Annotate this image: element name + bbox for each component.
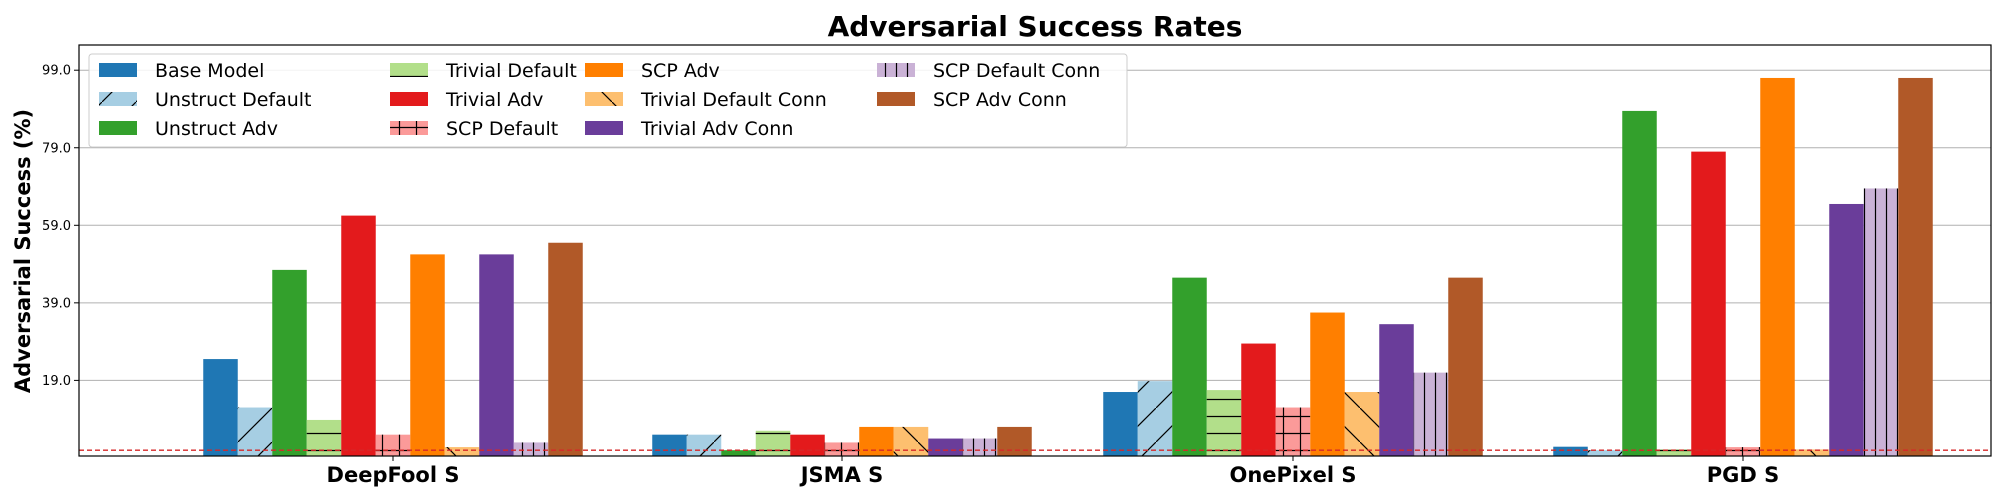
legend: Base Model Unstruct Default Unstruct Adv Tr…	[88, 53, 1128, 148]
bar	[1760, 77, 1795, 456]
bar	[410, 254, 445, 456]
bar-hatch	[1344, 392, 1380, 456]
legend-label: Trivial Adv Conn	[640, 118, 793, 140]
bar-hatch	[1587, 450, 1623, 456]
bar-hatch	[962, 438, 998, 456]
bar-hatch	[1656, 449, 1692, 456]
legend-swatch	[390, 92, 428, 106]
legend-swatch-hatch	[99, 92, 137, 106]
bar	[272, 269, 307, 456]
legend-label: Unstruct Default	[155, 89, 312, 111]
bar	[1172, 277, 1207, 456]
bar-hatch	[1794, 449, 1830, 456]
bar-hatch	[755, 430, 791, 456]
x-tick-label: DeepFool S	[327, 463, 460, 487]
legend-swatch-hatch	[390, 63, 428, 77]
legend-swatch	[585, 121, 623, 135]
bar-hatch	[513, 442, 549, 456]
bar	[1448, 277, 1483, 456]
y-tick-label: 59.0	[42, 219, 71, 234]
bar	[1103, 392, 1138, 456]
y-tick-label: 19.0	[42, 374, 71, 389]
y-tick-label: 39.0	[42, 296, 71, 311]
legend-swatch	[585, 63, 623, 77]
bar	[928, 438, 963, 456]
x-ticks: DeepFool S JSMA S OnePixel S PGD S	[327, 456, 1780, 487]
bar-hatch	[686, 434, 722, 456]
bar	[652, 434, 687, 456]
bar-hatch	[237, 407, 273, 456]
legend-swatch	[99, 121, 137, 135]
legend-label: SCP Default	[446, 118, 558, 140]
bar	[859, 426, 894, 456]
legend-label: SCP Default Conn	[933, 60, 1100, 82]
y-tick-label: 79.0	[42, 141, 71, 156]
legend-swatch-hatch	[390, 121, 428, 135]
y-axis-label: Adversarial Success (%)	[11, 109, 35, 393]
legend-label: SCP Adv Conn	[933, 89, 1067, 111]
bar	[1310, 312, 1345, 456]
legend-swatch	[877, 92, 915, 106]
bar-hatch	[1413, 372, 1449, 456]
y-tick-label: 99.0	[42, 64, 71, 79]
legend-swatch-hatch	[585, 92, 623, 106]
bar	[721, 450, 756, 456]
bar	[1241, 343, 1276, 456]
bar-hatch	[893, 426, 929, 456]
x-tick-label: OnePixel S	[1229, 463, 1356, 487]
bar-hatch	[444, 447, 480, 456]
bar	[1379, 324, 1414, 456]
bar	[1829, 203, 1864, 456]
bar	[1691, 151, 1726, 456]
bar-hatch	[1275, 407, 1311, 456]
bar	[997, 426, 1032, 456]
x-tick-label: PGD S	[1707, 463, 1780, 487]
bar	[341, 215, 376, 456]
legend-label: Trivial Adv	[445, 89, 543, 111]
bar	[479, 254, 514, 456]
bar-hatch	[1206, 390, 1242, 456]
bar	[790, 434, 825, 456]
bar	[1622, 110, 1657, 456]
bar-hatch	[1863, 188, 1899, 456]
bar	[1553, 446, 1588, 456]
bar-hatch	[824, 442, 860, 456]
bar-hatch	[1137, 381, 1173, 456]
plot-frame	[78, 44, 1992, 457]
legend-swatch	[99, 63, 137, 77]
bar-hatch	[375, 434, 411, 456]
legend-swatch-hatch	[877, 63, 915, 77]
legend-label: Trivial Default	[445, 60, 577, 82]
bar-hatch	[1725, 447, 1761, 456]
legend-label: Base Model	[155, 60, 264, 82]
legend-label: Unstruct Adv	[155, 118, 278, 140]
x-tick-label: JSMA S	[799, 463, 884, 487]
legend-label: Trivial Default Conn	[640, 89, 827, 111]
bar	[203, 359, 238, 456]
bar	[548, 242, 583, 456]
legend-label: SCP Adv	[641, 60, 720, 82]
bar	[1898, 77, 1933, 456]
y-ticks: 19.0 39.0 59.0 79.0 99.0	[42, 64, 79, 389]
chart-title: Adversarial Success Rates	[828, 10, 1243, 43]
